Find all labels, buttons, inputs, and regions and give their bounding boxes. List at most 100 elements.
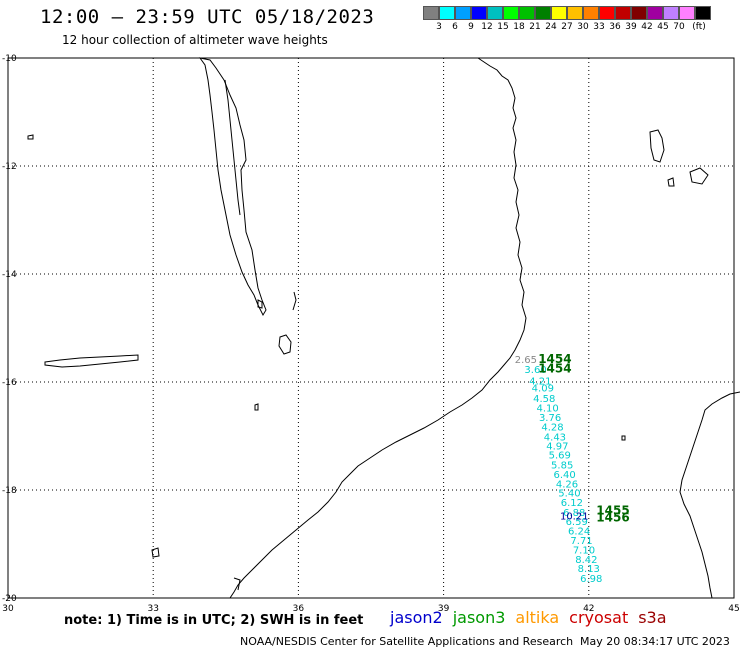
mozambique-coastline (229, 57, 527, 599)
colorbar-swatch (535, 6, 551, 20)
lat-tick-label: -18 (2, 486, 17, 496)
comoros-island-2 (689, 167, 709, 185)
islet-4 (151, 547, 160, 558)
colorbar-label: 30 (577, 22, 589, 32)
satellite-legend: jason2 jason3 altika cryosat s3a (390, 608, 677, 627)
page-title: 12:00 – 23:59 UTC 05/18/2023 (40, 6, 375, 28)
lon-tick-label: 33 (147, 604, 158, 614)
colorbar-label: 70 (673, 22, 685, 32)
colorbar-swatch (471, 6, 487, 20)
colorbar-label: 27 (561, 22, 573, 32)
footer: NOAA/NESDIS Center for Satellite Applica… (240, 635, 730, 648)
wave-height-label: 3.76 (539, 413, 561, 424)
comoros-island-3 (667, 177, 675, 187)
wave-height-label: 5.40 (558, 488, 580, 499)
wave-height-label: 6.24 (568, 526, 590, 537)
map-frame (7, 57, 735, 599)
colorbar-swatch (455, 6, 471, 20)
colorbar-swatch (647, 6, 663, 20)
wave-height-label: 4.09 (532, 384, 554, 395)
colorbar-label: 39 (625, 22, 637, 32)
colorbar-label: 15 (497, 22, 509, 32)
lat-tick-label: -10 (2, 54, 17, 64)
colorbar-swatch (423, 6, 439, 20)
wave-height-label: 3.60 (524, 365, 546, 376)
colorbar-label: 12 (481, 22, 493, 32)
colorbar-label: 42 (641, 22, 653, 32)
lat-tick-label: -12 (2, 162, 17, 172)
colorbar-swatch (631, 6, 647, 20)
wave-height-label: 5.69 (549, 451, 571, 462)
wave-height-label: 5.85 (551, 460, 573, 471)
lat-tick-label: -16 (2, 378, 17, 388)
islet-3 (621, 435, 626, 441)
wave-height-label: 10.21 (560, 512, 589, 523)
colorbar-swatch (615, 6, 631, 20)
wave-height-label: 4.97 (546, 442, 568, 453)
wave-height-label: 7.71 (570, 536, 592, 547)
colorbar-labels: 3 6 9 12 15 18 21 24 27 30 33 36 39 42 45 70 (ft) (423, 22, 740, 34)
wave-height-label: 6.12 (561, 498, 583, 509)
satellite-legend-cryosat: cryosat (569, 608, 629, 627)
islet-2 (254, 403, 259, 411)
wave-height-label: 6.98 (580, 574, 602, 585)
wave-height-label: 4.21 (529, 377, 551, 388)
lon-tick-label: 39 (438, 604, 450, 614)
colorbar-swatch (679, 6, 695, 20)
wave-height-label: 6.40 (553, 470, 575, 481)
wave-height-label: 1454 (538, 361, 571, 375)
wave-height-label: 8.13 (578, 564, 600, 575)
lon-tick-label: 30 (2, 604, 14, 614)
colorbar-label: 18 (513, 22, 525, 32)
small-lake (278, 334, 292, 355)
small-lake-2 (257, 299, 263, 309)
satellite-legend-jason2: jason2 (390, 608, 443, 627)
coastline (27, 57, 740, 599)
wave-height-label: 1454 (538, 352, 571, 366)
lake-shore-inner (224, 79, 241, 216)
wave-height-label: 4.26 (556, 479, 578, 490)
colorbar-label: 21 (529, 22, 541, 32)
lake-malawi-outline (198, 57, 267, 317)
wave-height-label: 4.43 (544, 432, 566, 443)
colorbar-label: 45 (657, 22, 669, 32)
comoros-island (649, 129, 665, 163)
footer-credit: NOAA/NESDIS Center for Satellite Applica… (240, 635, 574, 648)
wave-height-label: 4.58 (533, 394, 555, 405)
colorbar-swatch (583, 6, 599, 20)
wave-height-label: 6.59 (566, 517, 588, 528)
colorbar-label: (ft) (692, 22, 706, 32)
wave-height-label: 7.10 (573, 546, 595, 557)
lake-kariba-outline (44, 354, 139, 368)
colorbar-swatch (519, 6, 535, 20)
colorbar-swatch (551, 6, 567, 20)
wave-height-label: 8.42 (575, 555, 597, 566)
satellite-legend-s3a: s3a (638, 608, 667, 627)
lon-tick-label: 42 (583, 604, 594, 614)
colorbar-swatch (663, 6, 679, 20)
wave-height-label: 1455 (596, 503, 629, 517)
colorbar-label: 36 (609, 22, 621, 32)
page-subtitle: 12 hour collection of altimeter wave hei… (62, 33, 328, 47)
colorbar-label: 3 (436, 22, 442, 32)
lon-tick-label: 36 (293, 604, 305, 614)
colorbar-swatch (599, 6, 615, 20)
colorbar-swatch (439, 6, 455, 20)
wave-height-label: 4.10 (537, 404, 559, 415)
islet (27, 134, 34, 140)
colorbar-label: 6 (452, 22, 458, 32)
colorbar-label: 33 (593, 22, 605, 32)
map-grid (7, 57, 735, 599)
wave-height-points: 3.604.214.094.584.103.764.284.434.975.69… (515, 352, 630, 585)
madagascar-coastline (679, 391, 740, 599)
satellite-legend-jason3: jason3 (452, 608, 506, 627)
small-river (292, 291, 297, 311)
units-note: note: 1) Time is in UTC; 2) SWH is in fe… (64, 613, 364, 628)
colorbar-swatch (695, 6, 711, 20)
wave-height-colorbar (423, 6, 711, 20)
footer-timestamp: May 20 08:34:17 UTC 2023 (580, 635, 730, 648)
coast-inlet (233, 577, 241, 591)
satellite-legend-altika: altika (515, 608, 560, 627)
wave-height-label: 1456 (596, 510, 629, 524)
